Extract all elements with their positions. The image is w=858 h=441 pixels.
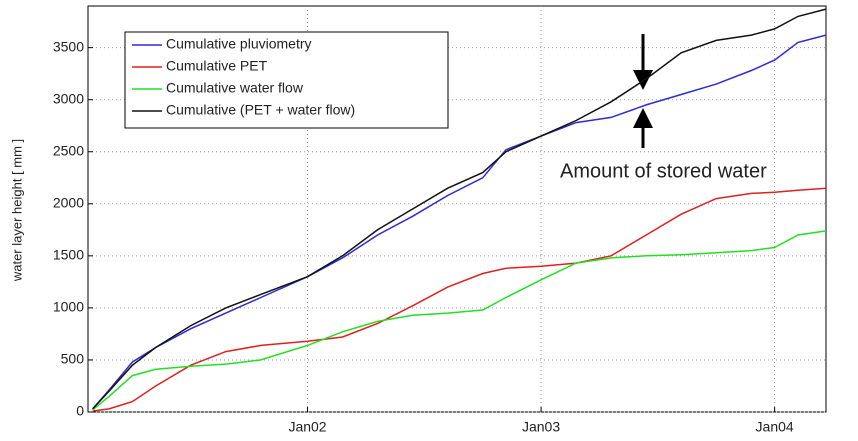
legend-label: Cumulative water flow <box>166 80 304 96</box>
y-tick-label: 2000 <box>53 194 84 210</box>
legend-label: Cumulative PET <box>166 58 268 74</box>
y-tick-label: 0 <box>76 403 84 419</box>
x-tick-label: Jan02 <box>288 419 326 435</box>
y-tick-label: 2500 <box>53 142 84 158</box>
annotation: Amount of stored water <box>560 160 767 182</box>
y-tick-label: 1000 <box>53 299 84 315</box>
y-tick-label: 1500 <box>53 247 84 263</box>
y-tick-label: 3500 <box>53 38 84 54</box>
y-axis-label: water layer height [ mm ] <box>9 139 24 282</box>
legend-label: Cumulative pluviometry <box>166 36 312 52</box>
y-tick-label: 3000 <box>53 90 84 106</box>
legend-label: Cumulative (PET + water flow) <box>166 102 355 118</box>
series-line <box>92 8 827 410</box>
series-line <box>92 187 827 412</box>
legend: Cumulative pluviometry Cumulative PET Cumu… <box>124 31 449 129</box>
x-tick-label: Jan03 <box>522 419 560 435</box>
series-line <box>92 34 827 410</box>
y-tick-label: 500 <box>61 351 85 367</box>
series-line <box>92 230 827 411</box>
x-tick-label: Jan04 <box>756 419 794 435</box>
annotation-arrows <box>633 34 653 148</box>
